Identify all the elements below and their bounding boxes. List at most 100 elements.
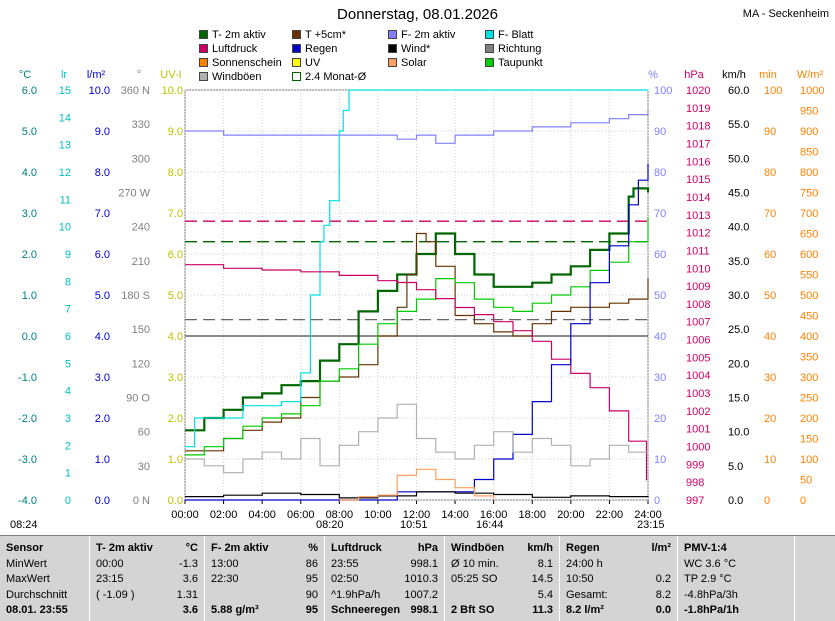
table-cell: 8.2 l/m² [566,604,604,616]
table-cell: 02:50 [331,573,359,585]
table-cell: 5.4 [537,588,553,601]
axis-tick-label: 330 [132,119,150,131]
table-cell: 22:30 [211,573,239,585]
table-header: PMV-1:4 [678,541,794,556]
table-cell: 05:25 SO [451,573,498,585]
sun-time-label: 08:24 [10,519,38,531]
table-row: 90 [205,588,324,603]
x-tick-label: 10:00 [364,509,392,521]
axis-tick-label: 650 [800,229,818,241]
axis-tick-label: 1011 [686,245,710,257]
axis-tick-label: 70 [654,208,666,220]
table-row: Durchschnitt [0,588,89,603]
table-cell: 8.2 [655,588,671,601]
table-cell: Ø 10 min. [451,557,499,570]
table-cell: Schneeregen [331,604,401,616]
table-cell: -1.8hPa/1h [684,604,740,616]
table-row: 02:50 1010.3 [325,572,444,587]
table-column: Windböen km/h Ø 10 min. 8.1 05:25 SO 14.5 5.4 2… [445,536,560,621]
axis-tick-label: 1.0 [22,290,37,302]
axis-tick-label: 1014 [686,192,710,204]
table-cell: 23:55 [331,557,359,570]
table-cell: 8.1 [537,557,553,570]
legend-swatch [485,44,494,53]
axis-tick-label: 500 [800,290,818,302]
table-cell: ( -1.09 ) [96,588,135,601]
axis-tick-label: 35.0 [728,256,749,268]
table-cell: -4.8hPa/3h [684,588,738,601]
table-cell: MinWert [6,557,47,570]
table-cell: MaxWert [6,573,50,585]
legend-item: F- 2m aktiv [388,29,455,41]
axis-tick-label: 11 [60,194,71,206]
table-row: ( -1.09 ) 1.31 [90,588,204,603]
table-header: T- 2m aktiv °C [90,541,204,556]
axis-tick-label: 30 [138,461,150,473]
x-tick-label: 12:00 [403,509,431,521]
legend-label: F- Blatt [498,29,534,41]
table-column: PMV-1:4 WC 3.6 °C TP 2.9 °C -4.8hPa/3h -1.8h… [678,536,795,621]
table-cell: 95 [305,573,318,585]
axis-tick-label: 9.0 [168,126,183,138]
table-cell: Regen [566,542,600,554]
axis-tick-label: 6.0 [95,249,110,261]
table-cell: 95 [305,604,318,616]
table-cell: 90 [305,588,318,601]
axis-tick-label: 30 [654,372,666,384]
axis-header: lr [61,69,67,81]
axis-tick-label: 0.0 [168,495,183,507]
table-row: Gesamt: 8.2 [560,588,677,603]
axis-tick-label: 0 [800,495,806,507]
table-cell: hPa [417,542,438,554]
series-line [339,468,495,501]
legend-swatch [292,30,301,39]
table-row: -1.8hPa/1h [678,603,794,618]
axis-tick-label: 40 [764,331,776,343]
table-cell: T- 2m aktiv [96,542,153,554]
legend-item: Taupunkt [485,57,543,69]
axis-tick-label: 0 N [133,495,150,507]
series-line [185,403,649,474]
table-cell: % [308,542,318,554]
legend-label: Regen [305,43,338,55]
table-header: Sensor [0,541,89,556]
axis-tick-label: 1017 [686,138,710,150]
series-line [185,89,648,448]
axis-tick-label: 3.0 [22,208,37,220]
axis-tick-label: 30.0 [728,290,749,302]
sun-time-label: 23:15 [637,519,665,531]
legend-swatch [485,58,494,67]
legend-label: Richtung [498,43,542,55]
table-row: MaxWert [0,572,89,587]
legend-swatch [199,44,208,53]
table-cell: 5.88 g/m³ [211,604,259,616]
legend-swatch [199,72,208,81]
legend-item: Solar [388,57,427,69]
legend-swatch [199,30,208,39]
axis-tick-label: 80 [654,167,666,179]
legend-swatch [388,58,397,67]
legend-swatch [485,30,494,39]
axis-tick-label: 50.0 [728,153,749,165]
axis-tick-label: 9.0 [95,126,110,138]
axis-tick-label: 150 [800,434,818,446]
table-cell: 24:00 h [566,557,603,570]
table-cell: l/m² [651,542,671,554]
table-cell: Luftdruck [331,542,382,554]
legend-label: T +5cm* [305,29,347,41]
axis-tick-label: 1015 [686,174,710,186]
summary-table: Sensor MinWert MaxWert Durchschnitt 08.01. 2… [0,535,835,621]
legend-swatch [292,58,301,67]
axis-tick-label: 15 [59,85,71,97]
sun-time-label: 08:20 [316,519,344,531]
table-header: Luftdruck hPa [325,541,444,556]
table-cell: km/h [527,542,553,554]
axis-tick-label: 900 [800,126,818,138]
weather-chart: 00:00 02:00 04:00 06:00 08:00 10:00 12:00 14:00… [10,69,824,531]
axis-tick-label: 10.0 [728,427,749,439]
axis-tick-label: 150 [132,324,150,336]
axis-tick-label: 7.0 [168,208,183,220]
table-cell: F- 2m aktiv [211,542,269,554]
axis-tick-label: 20 [764,413,776,425]
axis-tick-label: 5.0 [168,290,183,302]
